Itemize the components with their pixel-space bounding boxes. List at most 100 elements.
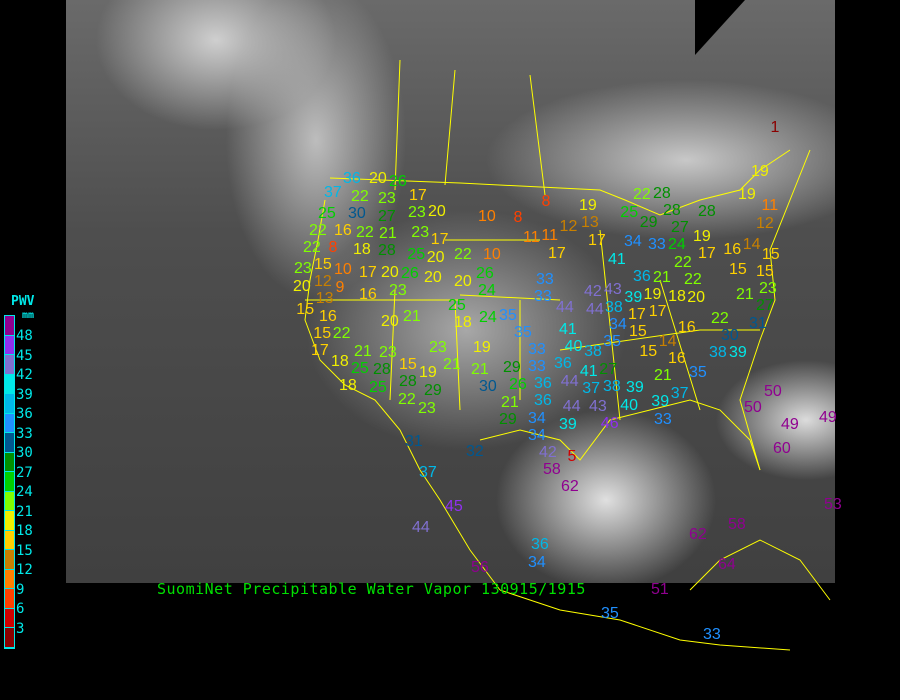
station-pwv-value: 22 — [454, 246, 472, 263]
station-pwv-value: 23 — [379, 343, 397, 361]
station-pwv-value: 22 — [303, 238, 321, 256]
station-pwv-value: 21 — [379, 224, 397, 242]
station-pwv-value: 28 — [698, 203, 716, 220]
station-pwv-value: 16 — [668, 350, 686, 368]
station-pwv-value: 21 — [403, 308, 421, 325]
station-pwv-value: 21 — [654, 367, 672, 385]
legend-label: 6 — [16, 601, 25, 617]
station-pwv-value: 18 — [339, 377, 357, 395]
station-pwv-value: 22 — [351, 187, 369, 205]
station-pwv-value: 28 — [653, 185, 671, 203]
station-pwv-value: 36 — [554, 354, 572, 372]
station-pwv-value: 18 — [353, 240, 371, 258]
station-pwv-value: 44 — [556, 299, 574, 316]
station-pwv-value: 35 — [499, 306, 517, 324]
station-pwv-value: 33 — [528, 358, 546, 376]
station-pwv-value: 22 — [674, 253, 692, 271]
station-pwv-value: 23 — [429, 338, 447, 356]
station-pwv-value: 37 — [670, 384, 689, 402]
station-pwv-value: 44 — [586, 300, 604, 318]
station-pwv-value: 14 — [742, 236, 761, 253]
station-pwv-value: 22 — [309, 221, 327, 239]
station-pwv-value: 32 — [466, 443, 484, 460]
satellite-image — [66, 0, 835, 583]
legend-swatch — [5, 452, 14, 472]
station-pwv-value: 33 — [536, 270, 554, 288]
legend-label: 12 — [16, 562, 33, 578]
station-pwv-value: 42 — [584, 283, 602, 301]
station-pwv-value: 17 — [648, 303, 667, 321]
station-pwv-value: 36 — [534, 375, 552, 393]
station-pwv-value: 16 — [677, 319, 696, 336]
station-pwv-value: 15 — [639, 343, 658, 360]
station-pwv-value: 34 — [528, 426, 546, 444]
west-coast — [304, 199, 501, 591]
station-pwv-value: 22 — [356, 223, 374, 241]
legend-label: 15 — [16, 542, 33, 559]
station-pwv-value: 36 — [534, 392, 552, 410]
station-pwv-value: 25 — [407, 246, 426, 263]
legend-swatch — [5, 355, 14, 375]
station-pwv-value: 28 — [663, 202, 681, 220]
station-pwv-value: 17 — [430, 231, 449, 249]
station-pwv-value: 23 — [294, 259, 312, 277]
station-pwv-value: 21 — [736, 286, 754, 303]
legend-label: 33 — [16, 425, 33, 442]
east-coast — [739, 149, 811, 471]
station-pwv-value: 29 — [499, 411, 517, 429]
station-pwv-value: 38 — [584, 343, 602, 360]
station-pwv-value: 20 — [293, 278, 311, 295]
station-pwv-value: 10 — [334, 261, 352, 278]
central-america-coast — [499, 539, 831, 651]
station-pwv-value: 26 — [389, 173, 407, 191]
station-pwv-value: 50 — [744, 399, 762, 416]
station-pwv-value: 1 — [770, 119, 780, 136]
station-pwv-value: 18 — [668, 288, 686, 306]
station-pwv-value: 38 — [603, 378, 621, 396]
station-pwv-value: 41 — [608, 251, 626, 268]
station-pwv-value: 60 — [773, 440, 791, 457]
station-pwv-value: 15 — [756, 263, 774, 280]
station-pwv-value: 37 — [419, 464, 437, 481]
us-canada-border — [329, 149, 791, 216]
station-pwv-value: 21 — [354, 342, 372, 360]
station-pwv-value: 49 — [819, 409, 837, 426]
station-pwv-value: 56 — [471, 559, 489, 576]
station-pwv-value: 20 — [428, 203, 446, 220]
legend-label: 30 — [16, 445, 33, 461]
legend-label: 18 — [16, 523, 33, 539]
station-pwv-value: 22 — [711, 309, 729, 327]
station-pwv-value: 22 — [398, 391, 416, 408]
station-pwv-value: 11 — [541, 227, 559, 245]
station-pwv-value: 39 — [624, 288, 643, 306]
station-pwv-value: 33 — [703, 626, 721, 643]
station-pwv-value: 31 — [749, 314, 767, 332]
station-pwv-value: 23 — [759, 280, 777, 298]
station-pwv-value: 40 — [620, 396, 638, 414]
station-pwv-value: 16 — [334, 221, 352, 239]
station-pwv-value: 53 — [824, 496, 842, 513]
station-pwv-value: 44 — [560, 373, 579, 390]
station-pwv-value: 23 — [408, 204, 426, 222]
station-pwv-value: 10 — [483, 246, 501, 263]
station-pwv-value: 35 — [603, 333, 622, 351]
station-pwv-value: 14 — [658, 333, 677, 350]
station-pwv-value: 8 — [541, 193, 551, 210]
station-pwv-value: 39 — [559, 416, 577, 433]
station-pwv-value: 24 — [478, 282, 496, 300]
station-pwv-value: 12 — [314, 273, 332, 291]
station-pwv-value: 34 — [609, 315, 627, 333]
station-pwv-value: 10 — [478, 208, 496, 225]
station-pwv-value: 17 — [311, 341, 329, 359]
station-pwv-value: 25 — [318, 204, 336, 222]
station-pwv-value: 11 — [523, 229, 540, 246]
station-pwv-value: 17 — [409, 186, 427, 204]
station-pwv-value: 15 — [314, 255, 332, 273]
station-pwv-value: 38 — [605, 298, 623, 316]
station-pwv-value: 44 — [412, 519, 430, 536]
station-pwv-value: 19 — [693, 227, 711, 245]
station-pwv-value: 40 — [564, 337, 583, 355]
station-pwv-value: 33 — [648, 236, 666, 253]
station-pwv-value: 13 — [315, 290, 334, 308]
